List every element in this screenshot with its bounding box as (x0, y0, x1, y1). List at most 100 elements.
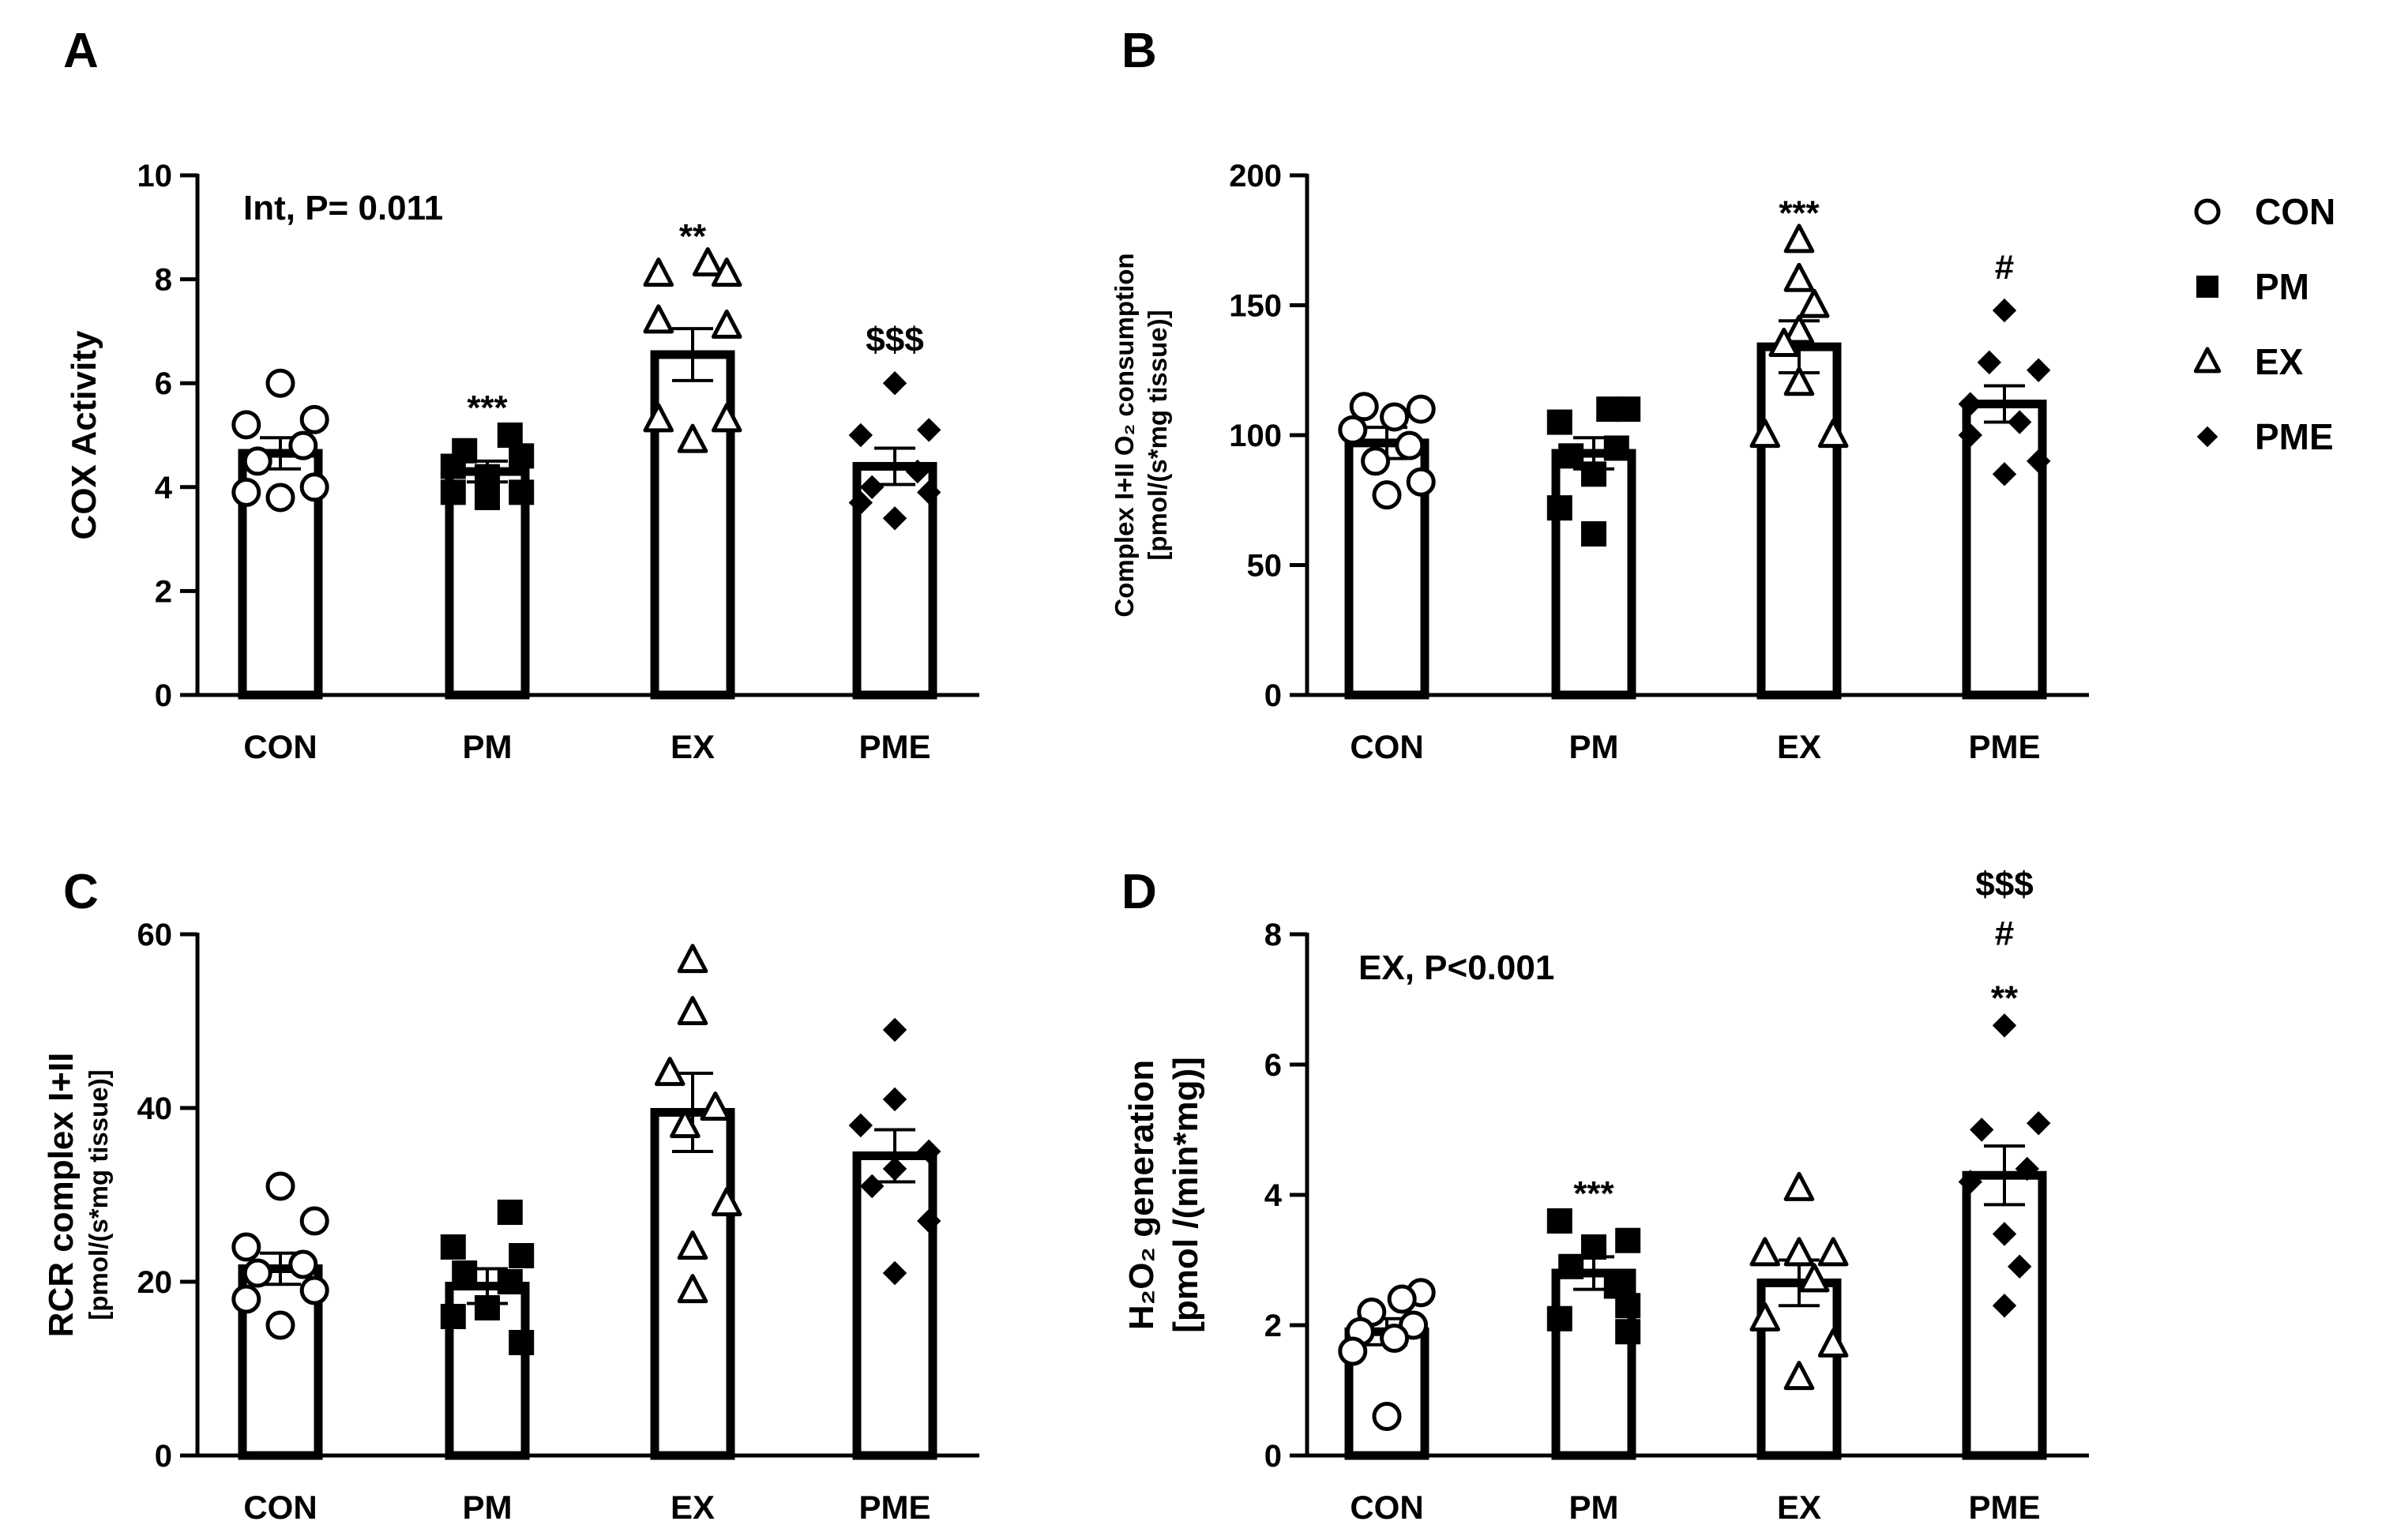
panel-b: B 0 50 100 150 200 Complex I+II O₂ consumption… (1110, 24, 2089, 765)
panel-c-point-pm (497, 1269, 523, 1294)
panel-c-point-ex (677, 944, 708, 974)
panel-c-point-pme (860, 1174, 885, 1199)
panel-a-ytick-label: 8 (155, 263, 172, 298)
panel-c-point-ex (677, 996, 708, 1026)
panel-c-group-pm: PM (440, 1200, 535, 1526)
panel-b-bar-pme (1962, 400, 2047, 700)
panel-b-group-ex: EX *** (1749, 193, 1849, 765)
panel-a-point-pme (917, 480, 941, 505)
panel-b-ytick-label: 100 (1229, 419, 1282, 453)
panel-a-point-pme (848, 423, 873, 448)
panel-c-xtick-label-ex: EX (671, 1489, 715, 1526)
panel-d-point-con (1380, 1324, 1410, 1353)
panel-c-point-con (265, 1310, 295, 1340)
panel-b-point-con (1406, 467, 1436, 497)
panel-d-point-pme (1992, 1294, 2017, 1318)
panel-b-point-con (1406, 394, 1436, 424)
panel-c-point-ex (677, 1230, 708, 1260)
panel-a-significance-ex: ** (679, 217, 707, 256)
panel-b-point-ex (1749, 419, 1781, 449)
legend-label-pm: PM (2255, 266, 2309, 307)
panel-d-ytick-label: 8 (1264, 918, 1282, 952)
panel-c-point-con (231, 1232, 261, 1262)
panel-d-point-pm (1615, 1319, 1641, 1345)
panel-a-point-pm (509, 443, 535, 469)
legend-item-ex: EX (2193, 341, 2304, 382)
panel-a-xtick-label-con: CON (243, 728, 317, 765)
panel-d-point-pme (2027, 1111, 2051, 1136)
panel-a-point-ex (643, 257, 674, 287)
panel-d-point-pm (1581, 1234, 1606, 1260)
panel-a-ylabel: COX Activity (65, 330, 103, 539)
panel-b-point-ex (1783, 366, 1815, 396)
panel-a-significance-pm: *** (467, 389, 508, 427)
panel-b-group-con: CON (1338, 392, 1436, 765)
panel-c-xtick-label-pme: PME (858, 1489, 930, 1526)
panel-b-xtick-label-pm: PM (1569, 728, 1619, 765)
panel-b-point-pm (1615, 396, 1641, 423)
panel-a-ytick-label: 0 (155, 678, 172, 713)
panel-d-group-pme: PME ** # $$$ (1958, 866, 2051, 1526)
panel-c-point-con (242, 1258, 272, 1288)
panel-d-point-ex (1749, 1237, 1781, 1267)
legend-marker-ex (2193, 347, 2222, 374)
panel-a: A 0 2 4 6 8 10 COX Activity Int, P= 0.011 CON PM **… (63, 24, 979, 765)
panel-b-point-ex (1783, 314, 1815, 344)
panel-a-point-pme (882, 506, 907, 531)
legend-item-pm: PM (2196, 266, 2309, 307)
panel-b-point-pme (2008, 410, 2032, 434)
panel-d-significance-pme: ** (1991, 979, 2019, 1018)
panel-b-ytick-label: 0 (1264, 678, 1282, 713)
panel-d-xtick-label-pm: PM (1569, 1489, 1619, 1526)
panel-c-point-pme (848, 1113, 873, 1138)
panel-a-point-con (265, 368, 295, 398)
panel-b-point-pme (2027, 358, 2051, 382)
panel-b-point-ex (1817, 419, 1849, 449)
panel-a-point-ex (711, 309, 742, 339)
panel-b-significance-ex: *** (1779, 193, 1820, 232)
panel-c-point-con (299, 1275, 329, 1305)
panel-b-point-pm (1546, 495, 1572, 521)
panel-a-point-ex (711, 403, 742, 433)
panel-d-point-pm (1558, 1253, 1584, 1279)
panel-c-point-con (299, 1206, 329, 1236)
panel-c-point-con (288, 1249, 318, 1279)
panel-d-ytick-label: 0 (1264, 1439, 1282, 1474)
panel-b-point-ex (1798, 288, 1830, 318)
panel-b-xtick-label-pme: PME (1968, 728, 2040, 765)
panel-d-point-ex (1817, 1328, 1849, 1358)
panel-b-group-pm: PM (1546, 396, 1641, 765)
panel-b-xtick-label-ex: EX (1777, 728, 1821, 765)
panel-a-point-pme (905, 459, 930, 484)
legend-marker-pme (2196, 426, 2218, 448)
legend-label-con: CON (2255, 191, 2335, 232)
panel-a-point-pm (475, 484, 500, 510)
legend-marker-con (2194, 198, 2221, 225)
panel-b-point-ex (1768, 327, 1800, 357)
panel-c: C 0 20 40 60 RCR complex I+II [pmol/(s*mg tiss… (42, 865, 979, 1526)
panel-b-ylabel: Complex I+II O₂ consumption (1110, 253, 1139, 617)
panel-c-point-ex (700, 1091, 731, 1121)
panel-a-point-ex (711, 257, 742, 287)
panel-d-point-pm (1615, 1227, 1641, 1253)
panel-d-point-pme (1992, 1222, 2017, 1246)
panel-c-point-pm (497, 1200, 523, 1225)
panel-b-point-ex (1783, 262, 1815, 292)
panel-a-point-con (288, 430, 318, 460)
panel-b-point-con (1361, 446, 1391, 476)
panel-d-point-pme (1992, 1013, 2017, 1038)
panel-a-annotation: Int, P= 0.011 (243, 189, 443, 227)
panel-b-ytick-label: 150 (1229, 289, 1282, 324)
panel-c-point-ex (677, 1274, 708, 1304)
panel-a-point-con (231, 477, 261, 507)
panel-d-significance-pm: *** (1573, 1174, 1614, 1213)
panel-a-point-ex (692, 246, 723, 276)
panel-d-letter: D (1121, 865, 1157, 919)
panel-b-point-pme (1992, 462, 2017, 486)
panel-a-point-pme (860, 475, 885, 499)
panel-d-significance-pme: $$$ (1975, 866, 2033, 904)
panel-c-point-pm (440, 1304, 466, 1329)
panel-d-ytick-label: 2 (1264, 1309, 1282, 1343)
legend-item-con: CON (2194, 191, 2335, 232)
